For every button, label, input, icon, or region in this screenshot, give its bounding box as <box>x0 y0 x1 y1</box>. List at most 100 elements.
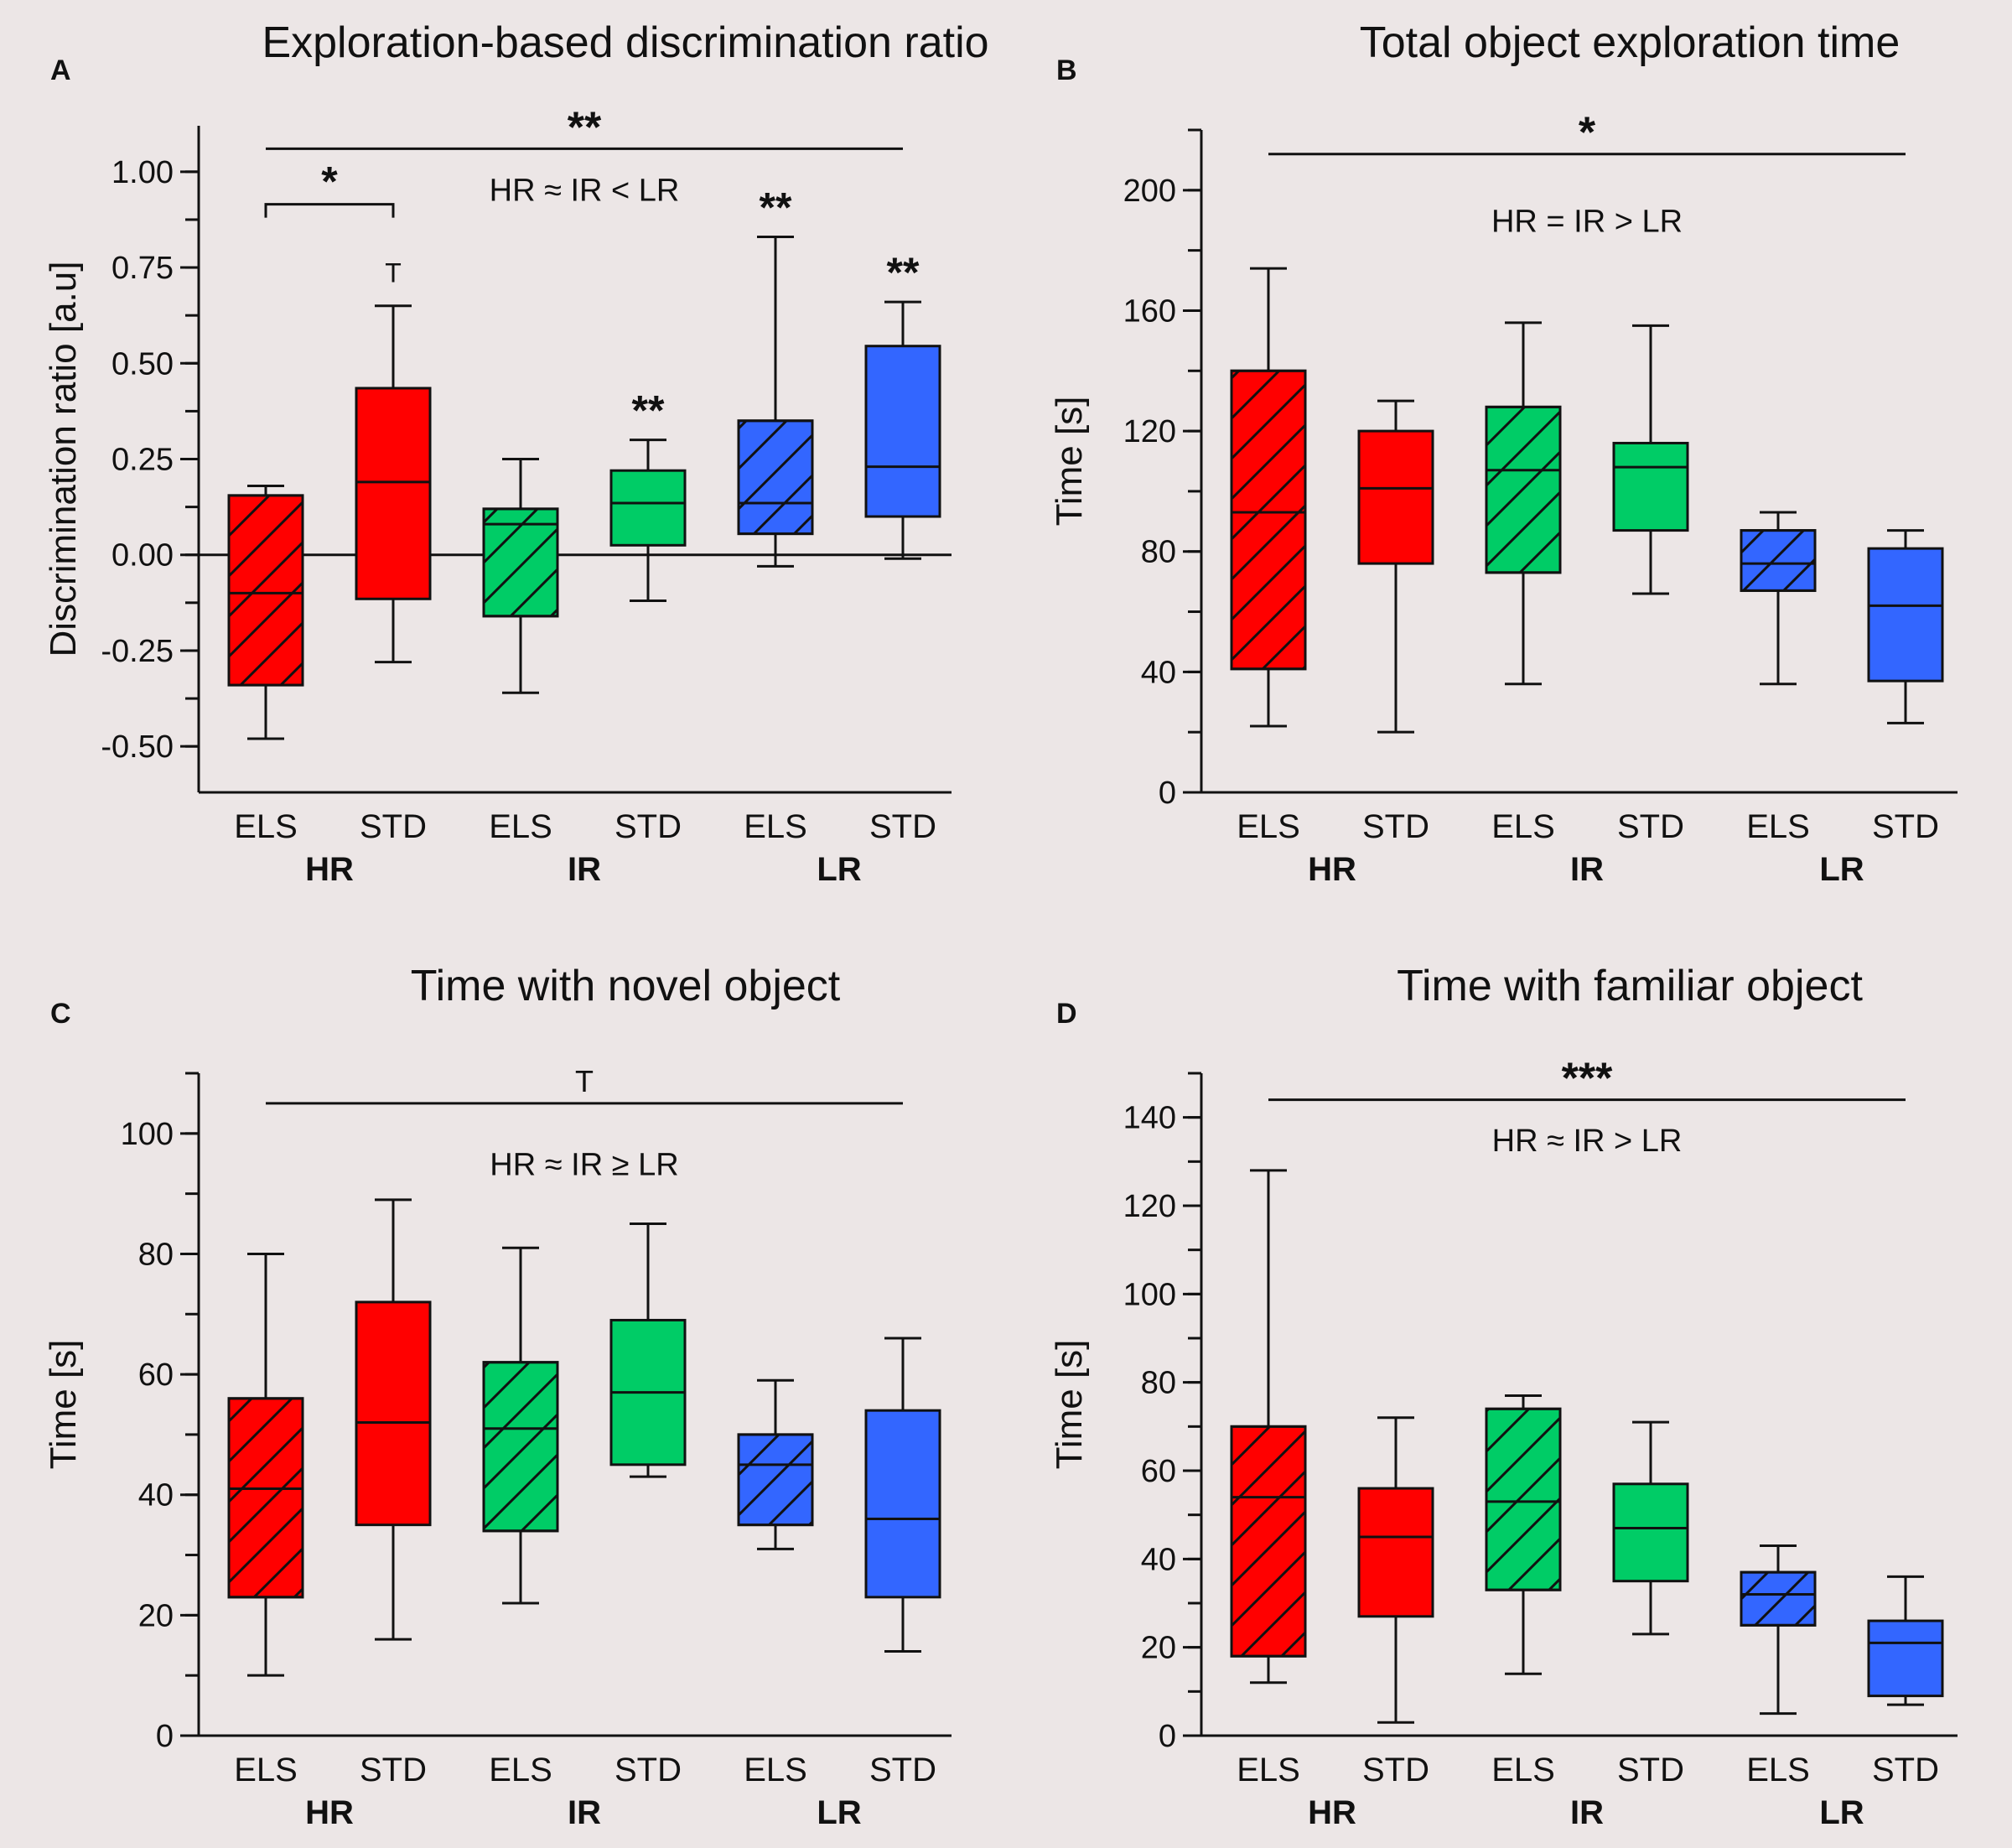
x-tick-label: ELS <box>489 1752 552 1788</box>
box-body <box>609 469 687 547</box>
panel-title: Total object exploration time <box>1360 18 1901 67</box>
x-tick-label: ELS <box>489 808 552 845</box>
box-body <box>1357 1487 1434 1618</box>
overall-significance: *** <box>1562 1055 1613 1103</box>
y-tick-label: 0.25 <box>111 443 174 478</box>
y-tick-label: 80 <box>138 1237 174 1272</box>
y-axis-title: Discrimination ratio [a.u] <box>43 262 84 657</box>
box-body <box>864 1409 941 1599</box>
box-body <box>355 1300 432 1527</box>
box-ir-els <box>482 458 559 694</box>
significance-mark: ** <box>632 387 665 434</box>
box-ir-std <box>1612 324 1689 595</box>
box-lr-els: ** <box>737 184 814 568</box>
significance-mark: ** <box>887 249 920 296</box>
x-tick-label: ELS <box>744 1752 807 1788</box>
box-hatch <box>482 507 559 618</box>
y-tick-label: -0.50 <box>101 729 174 765</box>
y-tick-label: 80 <box>1141 535 1176 570</box>
box-lr-els <box>737 1378 814 1550</box>
group-label: HR <box>1308 1794 1356 1831</box>
significance-mark: T <box>385 258 402 288</box>
y-tick-label: 120 <box>1123 414 1176 449</box>
x-tick-label: STD <box>1362 1752 1429 1788</box>
y-tick-label: 0.50 <box>111 346 174 382</box>
panel-b: B Total object exploration time 0 40 80 120 16… <box>1049 18 1958 888</box>
box-hatch <box>1230 1425 1307 1658</box>
y-tick-label: 60 <box>138 1357 174 1393</box>
group-comparison: HR = IR > LR <box>1491 205 1683 240</box>
box-hatch <box>1740 529 1817 592</box>
panel-title: Time with familiar object <box>1397 962 1863 1010</box>
overall-significance: ** <box>568 103 602 152</box>
box-lr-std: ** <box>864 249 941 560</box>
y-tick-label: 0.75 <box>111 251 174 286</box>
panel-d: D Time with familiar object 0 20 40 60 80 100 12… <box>1049 962 1958 1831</box>
group-label: IR <box>1570 851 1604 888</box>
y-tick-label: 40 <box>1141 655 1176 690</box>
box-hr-els <box>227 484 304 740</box>
x-tick-label: ELS <box>744 808 807 845</box>
y-tick-label: 100 <box>1123 1277 1176 1312</box>
group-label: LR <box>817 1794 861 1831</box>
box-hatch <box>1485 1407 1562 1591</box>
box-body <box>1612 1482 1689 1583</box>
box-hatch <box>482 1361 559 1533</box>
x-tick-label: STD <box>1362 808 1429 845</box>
x-tick-label: ELS <box>1746 808 1810 845</box>
y-tick-label: 120 <box>1123 1189 1176 1224</box>
box-hr-els <box>1230 267 1307 728</box>
box-ir-std: ** <box>609 387 687 603</box>
box-body <box>864 345 941 518</box>
box-hatch <box>227 494 304 687</box>
x-tick-label: ELS <box>1746 1752 1810 1788</box>
y-tick-label: 0 <box>1159 1719 1176 1754</box>
box-lr-els <box>1740 511 1817 686</box>
group-label: HR <box>305 1794 354 1831</box>
y-axis-title: Time [s] <box>43 1340 84 1470</box>
x-tick-label: STD <box>360 808 427 845</box>
box-hr-std <box>1357 399 1434 734</box>
panel-letter: C <box>50 998 71 1030</box>
x-tick-label: STD <box>360 1752 427 1788</box>
x-tick-label: STD <box>1872 808 1939 845</box>
box-ir-els <box>1485 321 1562 686</box>
box-hatch <box>1485 405 1562 574</box>
group-label: IR <box>1570 1794 1604 1831</box>
x-tick-label: STD <box>869 1752 936 1788</box>
x-tick-label: ELS <box>1237 808 1300 845</box>
box-hatch <box>737 1433 814 1527</box>
panel-title: Exploration-based discrimination ratio <box>262 18 988 67</box>
box-ir-std <box>1612 1420 1689 1636</box>
box-hatch <box>227 1397 304 1599</box>
y-tick-label: 1.00 <box>111 155 174 190</box>
bracket-line <box>264 203 395 218</box>
y-tick-label: 60 <box>1141 1454 1176 1489</box>
y-axis-title: Time [s] <box>1049 1340 1090 1470</box>
box-body <box>1357 429 1434 565</box>
box-hr-std <box>1357 1416 1434 1724</box>
box-body <box>1867 1619 1944 1698</box>
y-tick-label: 0.00 <box>111 538 174 574</box>
group-label: IR <box>568 851 601 888</box>
box-body <box>355 387 432 600</box>
box-hr-els <box>1230 1169 1307 1684</box>
panel-letter: B <box>1056 55 1077 86</box>
panel-letter: A <box>50 55 71 86</box>
box-hr-std: T <box>355 258 432 664</box>
group-comparison: HR ≈ IR < LR <box>490 173 680 208</box>
x-tick-label: STD <box>869 808 936 845</box>
box-hr-std <box>355 1198 432 1641</box>
box-hatch <box>1230 369 1307 671</box>
y-tick-label: 40 <box>1141 1542 1176 1577</box>
box-lr-std <box>1867 1575 1944 1706</box>
box-lr-std <box>1867 529 1944 724</box>
group-label: LR <box>817 851 861 888</box>
box-ir-els <box>482 1246 559 1605</box>
overall-significance: * <box>1579 109 1596 158</box>
y-tick-label: 20 <box>138 1598 174 1633</box>
y-axis-title: Time [s] <box>1049 397 1090 527</box>
box-hatch <box>737 419 814 536</box>
bracket-label: * <box>321 158 338 205</box>
